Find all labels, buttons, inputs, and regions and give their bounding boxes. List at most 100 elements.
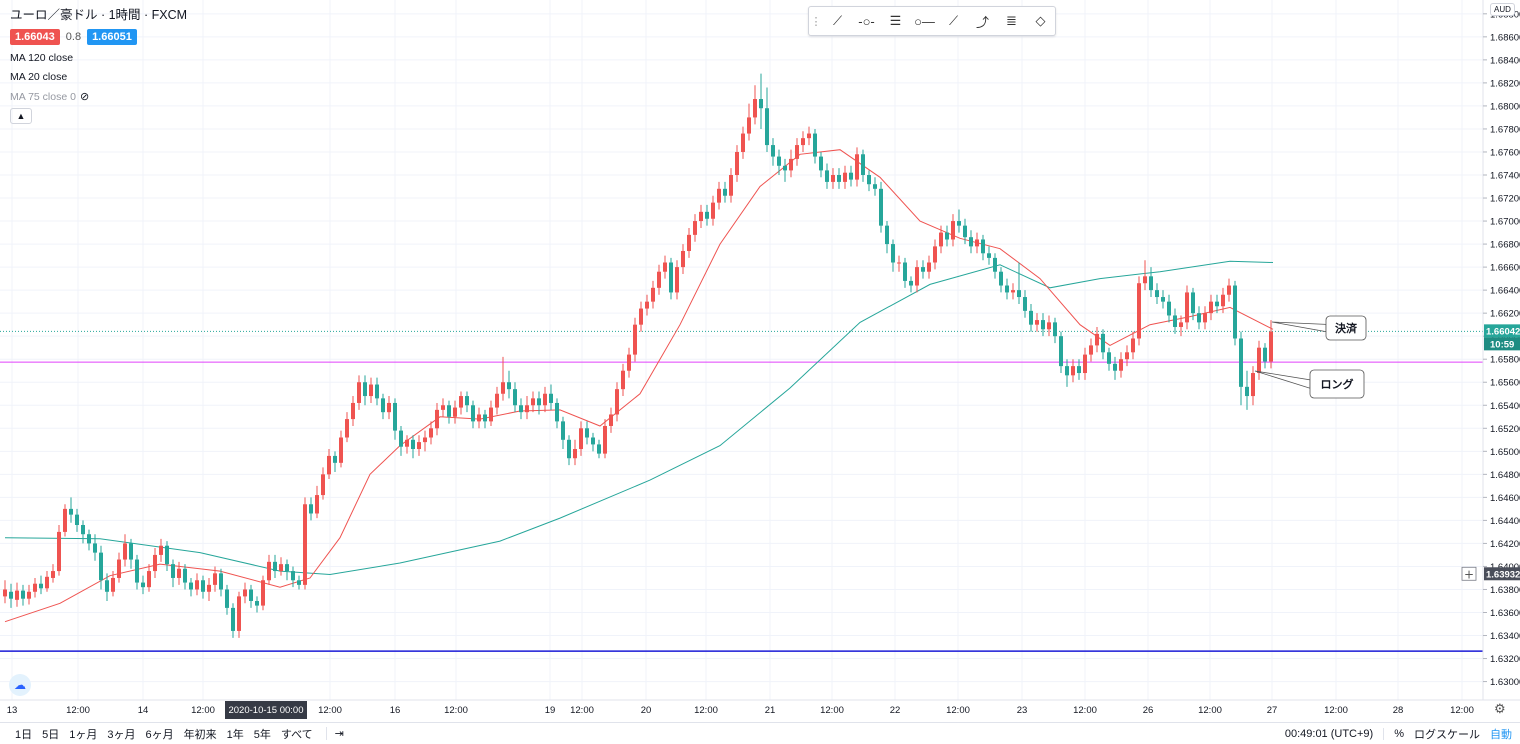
candle[interactable] xyxy=(921,260,925,279)
candle[interactable] xyxy=(1137,276,1141,346)
candle[interactable] xyxy=(495,386,499,415)
candle[interactable] xyxy=(249,584,253,608)
candle[interactable] xyxy=(1023,290,1027,318)
candle[interactable] xyxy=(327,449,331,479)
candle[interactable] xyxy=(1119,352,1123,378)
candle[interactable] xyxy=(783,158,787,182)
candle[interactable] xyxy=(411,435,415,459)
candle[interactable] xyxy=(819,151,823,178)
candle[interactable] xyxy=(603,419,607,459)
candle[interactable] xyxy=(687,227,691,258)
candle[interactable] xyxy=(525,396,529,420)
candle[interactable] xyxy=(555,398,559,429)
candle[interactable] xyxy=(285,559,289,581)
candle[interactable] xyxy=(1107,347,1111,371)
candle[interactable] xyxy=(621,363,625,397)
candle[interactable] xyxy=(237,591,241,638)
ma20-line[interactable] xyxy=(4,149,1274,623)
candle[interactable] xyxy=(777,149,781,175)
candle[interactable] xyxy=(345,412,349,443)
candle[interactable] xyxy=(1131,331,1135,360)
candle[interactable] xyxy=(657,264,661,295)
candle[interactable] xyxy=(219,568,223,597)
candle[interactable] xyxy=(177,561,181,585)
candle[interactable] xyxy=(879,181,883,233)
range-button-3[interactable]: 1ヶ月 xyxy=(69,728,98,741)
candle[interactable] xyxy=(1221,287,1225,314)
candle[interactable] xyxy=(213,566,217,592)
candle[interactable] xyxy=(861,149,865,182)
clock-display[interactable]: 00:49:01 (UTC+9) xyxy=(1284,727,1374,740)
plus-icon-bg[interactable] xyxy=(1461,566,1477,581)
candle[interactable] xyxy=(117,552,121,583)
candle[interactable] xyxy=(309,497,313,521)
candle[interactable] xyxy=(1101,329,1105,360)
candle[interactable] xyxy=(135,554,139,590)
candle[interactable] xyxy=(867,170,871,192)
candle[interactable] xyxy=(399,425,403,456)
candle[interactable] xyxy=(771,138,775,166)
candle[interactable] xyxy=(939,225,943,254)
candle[interactable] xyxy=(81,520,85,544)
candle[interactable] xyxy=(279,557,283,576)
candle[interactable] xyxy=(693,214,697,242)
candle[interactable] xyxy=(543,386,547,413)
candle[interactable] xyxy=(1035,313,1039,332)
candle[interactable] xyxy=(141,575,145,595)
candle[interactable] xyxy=(813,128,817,164)
candle[interactable] xyxy=(69,497,73,523)
candle[interactable] xyxy=(579,421,583,456)
ma20-legend[interactable]: MA 20 close xyxy=(10,71,68,83)
range-button-6[interactable]: 年初来 xyxy=(183,728,217,741)
candle[interactable] xyxy=(987,246,991,265)
candle[interactable] xyxy=(999,267,1003,293)
candle[interactable] xyxy=(297,575,301,590)
candle[interactable] xyxy=(675,260,679,300)
candle[interactable] xyxy=(1161,290,1165,309)
candle[interactable] xyxy=(765,87,769,152)
candle[interactable] xyxy=(963,218,967,245)
candle[interactable] xyxy=(1029,303,1033,332)
candle[interactable] xyxy=(1263,343,1267,369)
candle[interactable] xyxy=(1185,285,1189,330)
candle[interactable] xyxy=(843,165,847,189)
candle[interactable] xyxy=(753,85,757,125)
candle[interactable] xyxy=(681,244,685,275)
candle[interactable] xyxy=(1239,331,1243,406)
candle[interactable] xyxy=(417,435,421,456)
candle[interactable] xyxy=(447,400,451,424)
candle[interactable] xyxy=(1215,294,1219,314)
candle[interactable] xyxy=(1077,359,1081,380)
candle[interactable] xyxy=(1143,260,1147,291)
candle[interactable] xyxy=(45,571,49,592)
candle[interactable] xyxy=(255,596,259,613)
candle[interactable] xyxy=(123,534,127,567)
candle[interactable] xyxy=(825,163,829,189)
candle[interactable] xyxy=(1017,262,1021,304)
candle[interactable] xyxy=(573,439,577,466)
candle[interactable] xyxy=(1149,267,1153,298)
candle[interactable] xyxy=(171,559,175,588)
candle[interactable] xyxy=(465,391,469,413)
candle[interactable] xyxy=(1047,315,1051,337)
candle[interactable] xyxy=(57,525,61,576)
candle[interactable] xyxy=(39,575,43,595)
candle[interactable] xyxy=(699,204,703,228)
candle[interactable] xyxy=(927,255,931,279)
candle[interactable] xyxy=(159,538,163,562)
candle[interactable] xyxy=(231,603,235,638)
candle[interactable] xyxy=(561,416,565,450)
candle[interactable] xyxy=(591,432,595,452)
tradingview-logo-icon[interactable]: ☁ xyxy=(9,674,31,696)
candle[interactable] xyxy=(291,566,295,588)
candle[interactable] xyxy=(651,280,655,309)
candle[interactable] xyxy=(933,239,937,270)
candle[interactable] xyxy=(1041,313,1045,337)
candle[interactable] xyxy=(225,584,229,615)
candle[interactable] xyxy=(147,564,151,592)
candle[interactable] xyxy=(717,181,721,210)
candle[interactable] xyxy=(849,165,853,187)
candle[interactable] xyxy=(393,398,397,440)
candle[interactable] xyxy=(1233,280,1237,346)
